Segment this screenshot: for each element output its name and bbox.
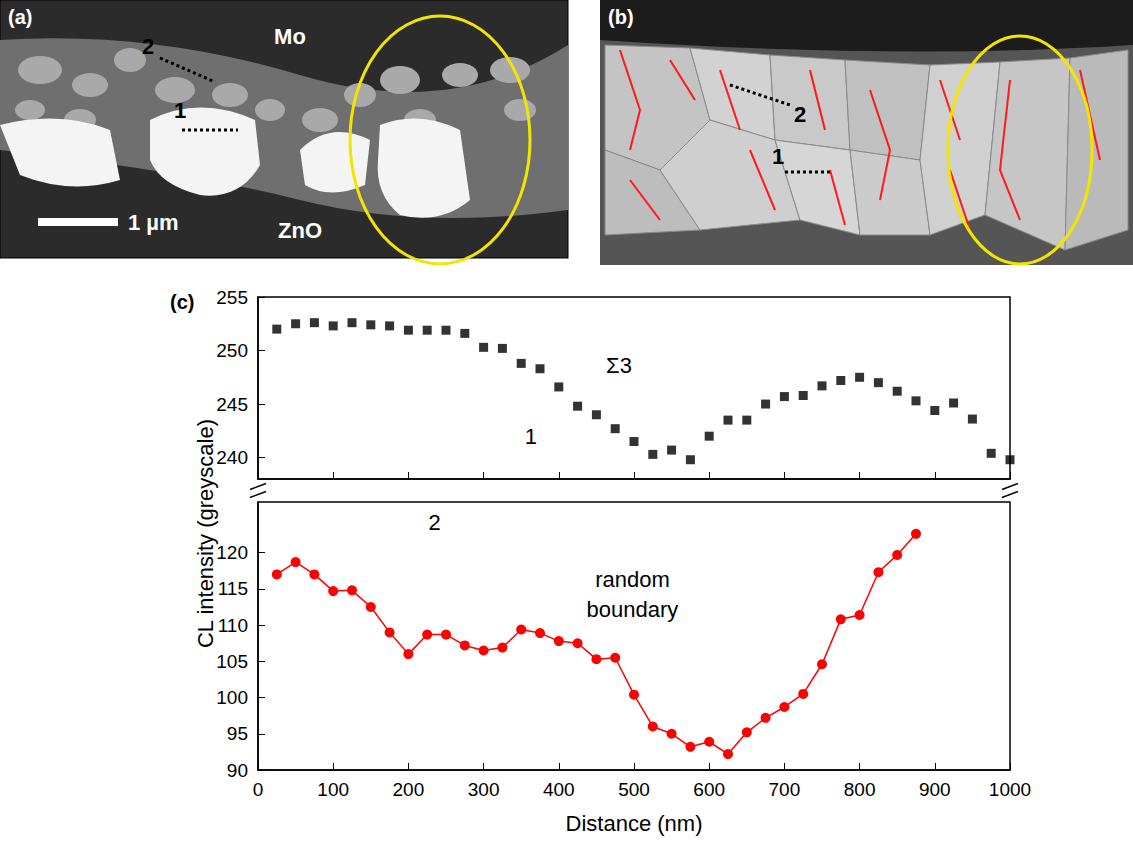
svg-text:random: random [595, 567, 670, 592]
svg-text:100: 100 [317, 779, 349, 800]
svg-text:2: 2 [142, 34, 154, 59]
svg-text:1000: 1000 [989, 779, 1031, 800]
svg-text:1 µm: 1 µm [128, 210, 179, 235]
svg-text:600: 600 [693, 779, 725, 800]
svg-text:Distance (nm): Distance (nm) [566, 811, 703, 836]
svg-text:300: 300 [468, 779, 500, 800]
svg-text:2: 2 [429, 510, 441, 535]
svg-text:250: 250 [216, 340, 248, 361]
svg-text:(c): (c) [170, 291, 194, 313]
svg-text:0: 0 [253, 779, 264, 800]
svg-text:115: 115 [218, 578, 248, 599]
svg-text:800: 800 [844, 779, 876, 800]
svg-text:Mo: Mo [274, 24, 306, 49]
svg-text:boundary: boundary [587, 597, 679, 622]
svg-text:(a): (a) [8, 6, 32, 28]
svg-text:105: 105 [216, 651, 248, 672]
svg-text:200: 200 [393, 779, 425, 800]
svg-text:95: 95 [227, 723, 248, 744]
svg-text:500: 500 [618, 779, 650, 800]
svg-text:900: 900 [919, 779, 951, 800]
svg-text:700: 700 [769, 779, 801, 800]
svg-text:110: 110 [218, 615, 248, 636]
svg-text:1: 1 [525, 424, 537, 449]
svg-text:(b): (b) [608, 6, 634, 28]
svg-text:2: 2 [794, 102, 806, 127]
svg-text:1: 1 [174, 98, 186, 123]
svg-text:400: 400 [543, 779, 575, 800]
svg-text:Σ3: Σ3 [606, 353, 632, 378]
svg-text:ZnO: ZnO [278, 218, 322, 243]
svg-text:240: 240 [216, 447, 248, 468]
svg-text:100: 100 [216, 687, 248, 708]
svg-text:90: 90 [227, 760, 248, 781]
svg-text:CL intensity (greyscale): CL intensity (greyscale) [193, 419, 218, 648]
svg-text:255: 255 [216, 287, 248, 308]
svg-text:120: 120 [216, 542, 248, 563]
svg-text:1: 1 [772, 144, 784, 169]
svg-text:245: 245 [216, 394, 248, 415]
